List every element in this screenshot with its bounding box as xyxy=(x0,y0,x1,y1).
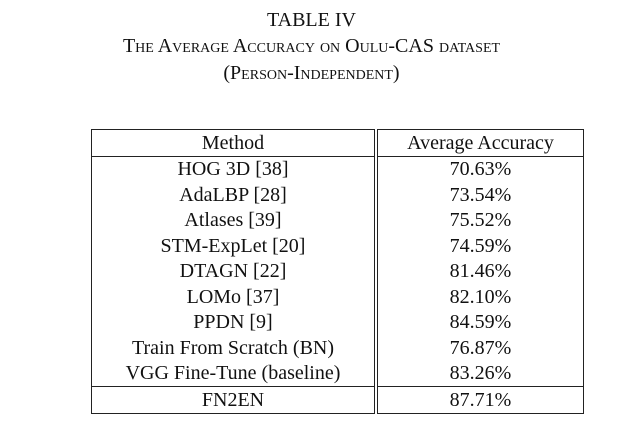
accuracy-cell: 84.59% xyxy=(376,309,584,335)
method-cell: Train From Scratch (BN) xyxy=(91,335,378,361)
table-number: TABLE IV xyxy=(267,9,356,31)
accuracy-cell: 70.63% xyxy=(376,156,584,182)
table-row: HOG 3D [38] 70.63% xyxy=(91,156,584,182)
table-title: The Average Accuracy on Oulu-CAS dataset xyxy=(122,35,501,57)
accuracy-cell: 81.46% xyxy=(376,258,584,284)
header-accuracy: Average Accuracy xyxy=(376,129,584,157)
table-row: Atlases [39] 75.52% xyxy=(91,207,584,233)
table-row: AdaLBP [28] 73.54% xyxy=(91,182,584,208)
header-row: Method Average Accuracy xyxy=(91,129,584,157)
method-cell: PPDN [9] xyxy=(91,309,378,335)
table-row: LOMo [37] 82.10% xyxy=(91,284,584,310)
accuracy-cell: 74.59% xyxy=(376,233,584,259)
accuracy-cell: 76.87% xyxy=(376,335,584,361)
final-method-cell: FN2EN xyxy=(91,386,378,414)
method-cell: LOMo [37] xyxy=(91,284,378,310)
method-cell: VGG Fine-Tune (baseline) xyxy=(91,360,378,387)
final-accuracy-cell: 87.71% xyxy=(376,386,584,414)
table-row: VGG Fine-Tune (baseline) 83.26% xyxy=(91,360,584,387)
accuracy-cell: 75.52% xyxy=(376,207,584,233)
method-cell: STM-ExpLet [20] xyxy=(91,233,378,259)
accuracy-cell: 73.54% xyxy=(376,182,584,208)
accuracy-cell: 82.10% xyxy=(376,284,584,310)
method-cell: HOG 3D [38] xyxy=(91,156,378,182)
table-row: DTAGN [22] 81.46% xyxy=(91,258,584,284)
table-row: PPDN [9] 84.59% xyxy=(91,309,584,335)
results-table: Method Average Accuracy HOG 3D [38] 70.6… xyxy=(91,129,584,414)
method-cell: DTAGN [22] xyxy=(91,258,378,284)
table-row: Train From Scratch (BN) 76.87% xyxy=(91,335,584,361)
method-cell: AdaLBP [28] xyxy=(91,182,378,208)
table-row: STM-ExpLet [20] 74.59% xyxy=(91,233,584,259)
header-method: Method xyxy=(91,129,378,157)
final-row: FN2EN 87.71% xyxy=(91,386,584,414)
method-cell: Atlases [39] xyxy=(91,207,378,233)
table-subtitle: (Person-Independent) xyxy=(223,62,400,84)
accuracy-cell: 83.26% xyxy=(376,360,584,387)
